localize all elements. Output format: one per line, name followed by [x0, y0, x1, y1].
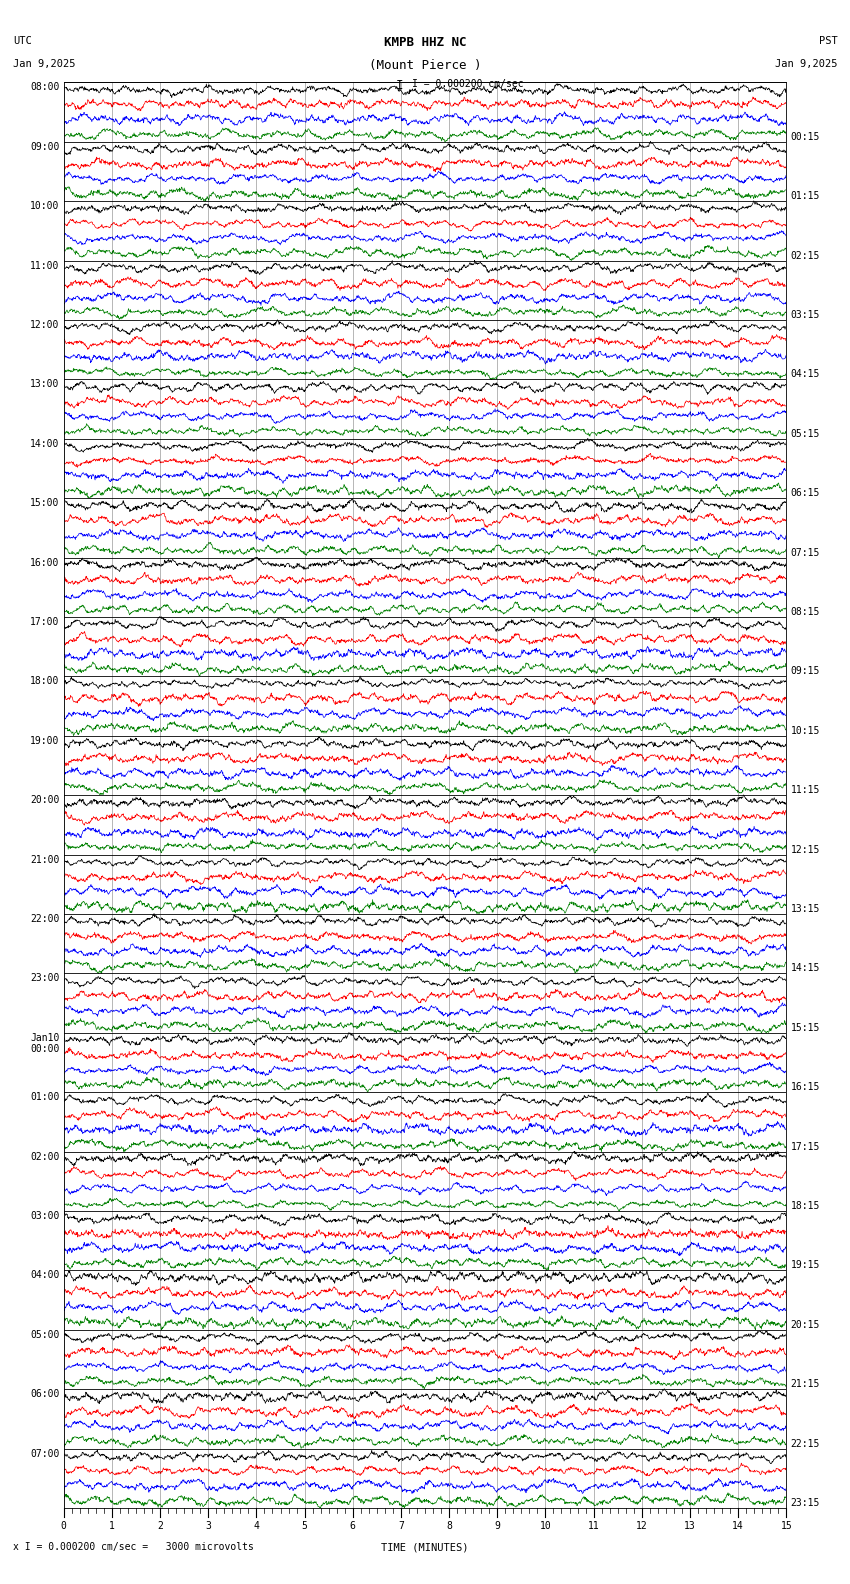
Text: 11: 11 [587, 1521, 599, 1530]
Text: 11:15: 11:15 [790, 786, 820, 795]
Text: 11:00: 11:00 [30, 260, 60, 271]
Text: 10: 10 [540, 1521, 552, 1530]
Text: 7: 7 [398, 1521, 404, 1530]
Text: x I = 0.000200 cm/sec =   3000 microvolts: x I = 0.000200 cm/sec = 3000 microvolts [13, 1543, 253, 1552]
Text: 6: 6 [350, 1521, 355, 1530]
Text: 06:15: 06:15 [790, 488, 820, 497]
Text: 05:15: 05:15 [790, 429, 820, 439]
Text: 17:15: 17:15 [790, 1142, 820, 1152]
Text: 02:15: 02:15 [790, 250, 820, 260]
Text: 18:15: 18:15 [790, 1201, 820, 1210]
Text: 03:15: 03:15 [790, 310, 820, 320]
Text: 8: 8 [446, 1521, 452, 1530]
Text: Jan 9,2025: Jan 9,2025 [13, 59, 76, 68]
Text: 21:15: 21:15 [790, 1380, 820, 1389]
Text: 18:00: 18:00 [30, 676, 60, 686]
Text: 10:15: 10:15 [790, 725, 820, 735]
Text: 14:00: 14:00 [30, 439, 60, 448]
Text: 01:00: 01:00 [30, 1093, 60, 1102]
Text: 16:15: 16:15 [790, 1082, 820, 1093]
Text: 14: 14 [732, 1521, 744, 1530]
Text: 06:00: 06:00 [30, 1389, 60, 1399]
Text: 12: 12 [636, 1521, 648, 1530]
Text: 07:15: 07:15 [790, 548, 820, 558]
Text: 1: 1 [109, 1521, 115, 1530]
Text: 05:00: 05:00 [30, 1331, 60, 1340]
Text: 12:00: 12:00 [30, 320, 60, 329]
Text: UTC: UTC [13, 36, 31, 46]
Text: 19:15: 19:15 [790, 1261, 820, 1270]
Text: 10:00: 10:00 [30, 201, 60, 211]
Text: 15:15: 15:15 [790, 1023, 820, 1033]
Text: 16:00: 16:00 [30, 558, 60, 567]
Text: 04:15: 04:15 [790, 369, 820, 380]
Text: TIME (MINUTES): TIME (MINUTES) [382, 1543, 468, 1552]
Text: 20:15: 20:15 [790, 1319, 820, 1331]
Text: 08:15: 08:15 [790, 607, 820, 616]
Text: 02:00: 02:00 [30, 1152, 60, 1161]
Text: 12:15: 12:15 [790, 844, 820, 855]
Text: 00:15: 00:15 [790, 131, 820, 141]
Text: 2: 2 [157, 1521, 163, 1530]
Text: 5: 5 [302, 1521, 308, 1530]
Text: 15:00: 15:00 [30, 497, 60, 508]
Text: 4: 4 [253, 1521, 259, 1530]
Text: 17:00: 17:00 [30, 616, 60, 627]
Text: 15: 15 [780, 1521, 792, 1530]
Text: 01:15: 01:15 [790, 192, 820, 201]
Text: I: I [396, 79, 403, 92]
Text: 03:00: 03:00 [30, 1210, 60, 1221]
Text: 07:00: 07:00 [30, 1448, 60, 1459]
Text: 13:15: 13:15 [790, 904, 820, 914]
Text: 20:00: 20:00 [30, 795, 60, 805]
Text: 13: 13 [684, 1521, 696, 1530]
Text: 14:15: 14:15 [790, 963, 820, 973]
Text: 08:00: 08:00 [30, 82, 60, 92]
Text: 09:00: 09:00 [30, 141, 60, 152]
Text: 13:00: 13:00 [30, 380, 60, 390]
Text: PST: PST [819, 36, 837, 46]
Text: 09:15: 09:15 [790, 667, 820, 676]
Text: 3: 3 [206, 1521, 211, 1530]
Text: 19:00: 19:00 [30, 735, 60, 746]
Text: 22:00: 22:00 [30, 914, 60, 923]
Text: 23:00: 23:00 [30, 973, 60, 984]
Text: 04:00: 04:00 [30, 1270, 60, 1280]
Text: 23:15: 23:15 [790, 1498, 820, 1508]
Text: 9: 9 [495, 1521, 500, 1530]
Text: KMPB HHZ NC: KMPB HHZ NC [383, 36, 467, 49]
Text: 22:15: 22:15 [790, 1438, 820, 1448]
Text: 21:00: 21:00 [30, 855, 60, 865]
Text: Jan10
00:00: Jan10 00:00 [30, 1033, 60, 1055]
Text: 0: 0 [61, 1521, 66, 1530]
Text: Jan 9,2025: Jan 9,2025 [774, 59, 837, 68]
Text: (Mount Pierce ): (Mount Pierce ) [369, 59, 481, 71]
Text: I = 0.000200 cm/sec: I = 0.000200 cm/sec [412, 79, 524, 89]
